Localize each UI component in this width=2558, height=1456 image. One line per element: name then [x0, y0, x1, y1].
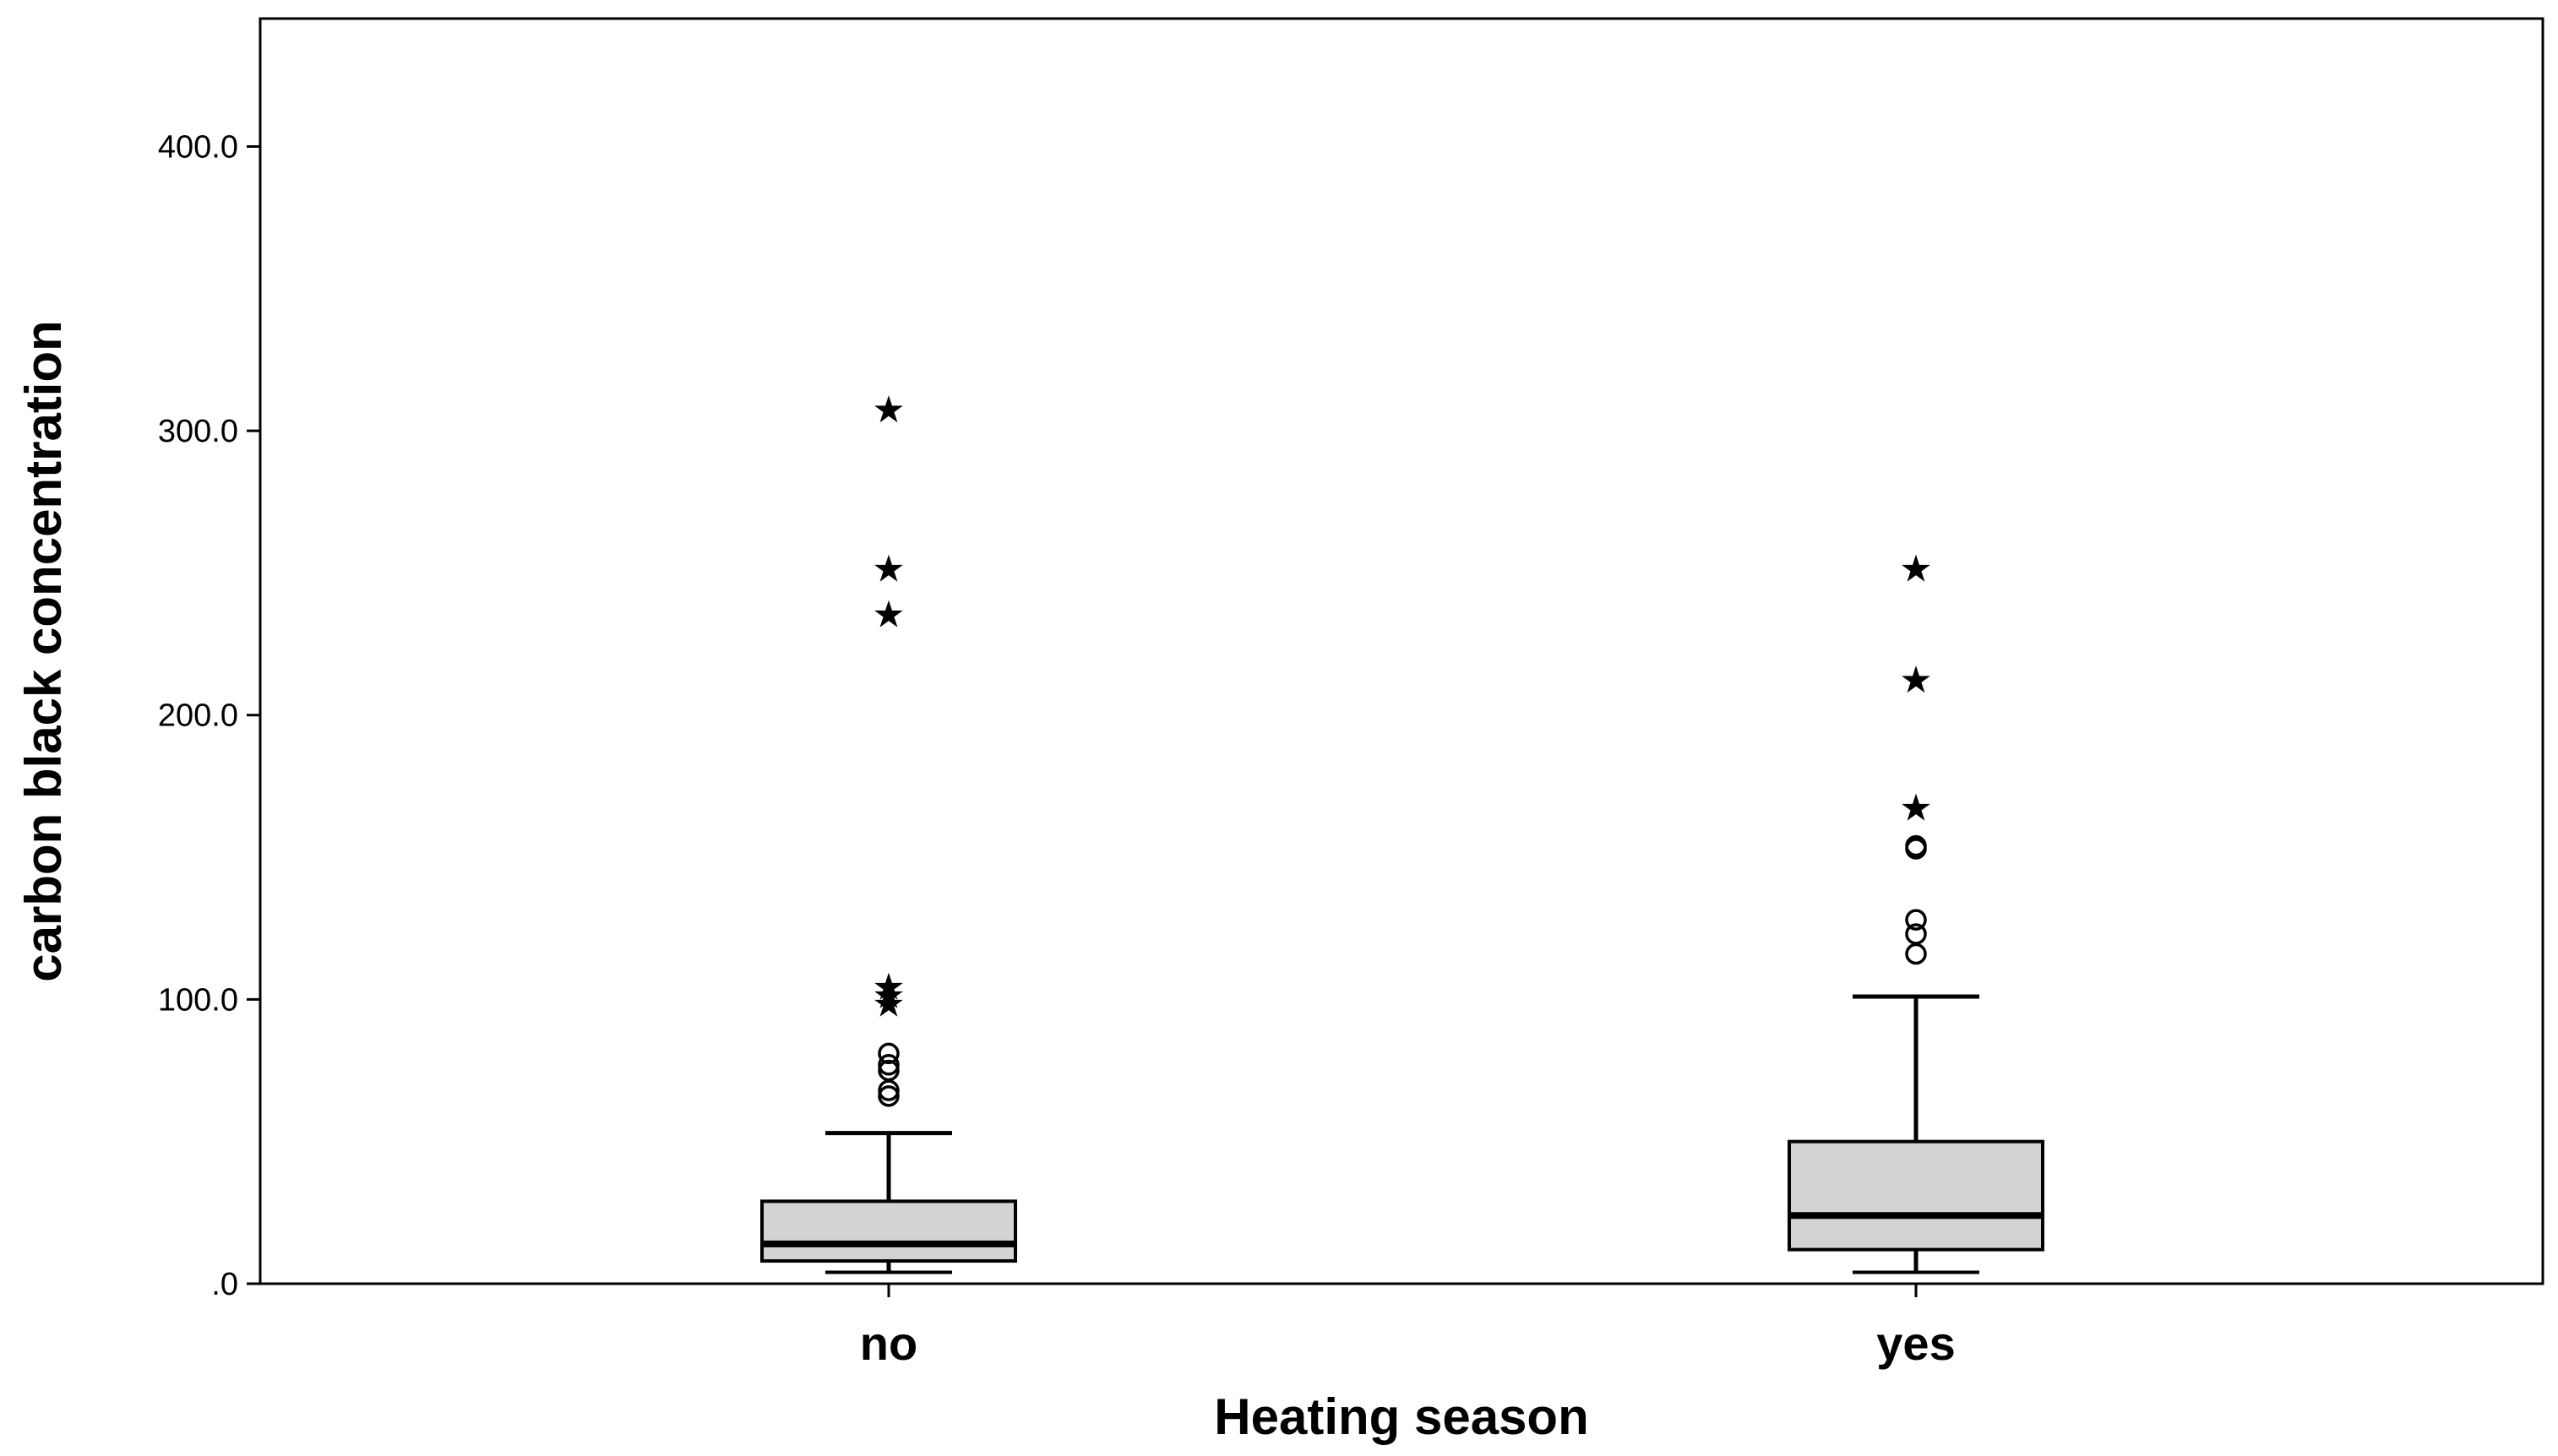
y-tick-label: 200.0: [158, 698, 238, 734]
y-axis-title: carbon black concentration: [15, 320, 72, 982]
outlier-star: ★: [872, 983, 905, 1026]
iqr-box: [1788, 1139, 2044, 1252]
box-group-yes: ★ ★ ★: [1788, 548, 2044, 1274]
outlier-star: ★: [872, 388, 905, 432]
outlier-circle: [878, 1059, 900, 1082]
iqr-box: [760, 1199, 1017, 1263]
y-tick-label: 100.0: [158, 982, 238, 1018]
outlier-star: ★: [872, 966, 905, 1009]
outlier-circle: [878, 1042, 900, 1065]
outlier-star: ★: [872, 594, 905, 637]
y-tick-label: 400.0: [158, 129, 238, 165]
x-axis-title: Heating season: [1214, 1388, 1588, 1445]
outlier-circle: [1905, 909, 1927, 931]
x-tick-label: yes: [1876, 1317, 1955, 1370]
outlier-star: ★: [872, 548, 905, 591]
outlier-star: ★: [1899, 548, 1932, 591]
plot-frame: [259, 17, 2544, 1285]
box-group-no: ★★★★★★: [760, 388, 1017, 1274]
outlier-circle: [878, 1054, 900, 1076]
outlier-circle: [878, 1085, 900, 1107]
x-tick-label: no: [860, 1317, 917, 1370]
y-tick-label: 300.0: [158, 414, 238, 449]
outlier-star: ★: [872, 975, 905, 1018]
outlier-star: ★: [1899, 786, 1932, 829]
outlier-star: ★: [1899, 659, 1932, 702]
axes: .0 100.0 200.0 300.0 400.0 no yes: [158, 17, 2544, 1370]
outlier-circle: [1905, 923, 1927, 945]
outlier-circle: [1905, 834, 1927, 857]
y-tick-label: .0: [211, 1267, 238, 1302]
plot-area: ★★★★★★★★★: [760, 388, 2044, 1274]
